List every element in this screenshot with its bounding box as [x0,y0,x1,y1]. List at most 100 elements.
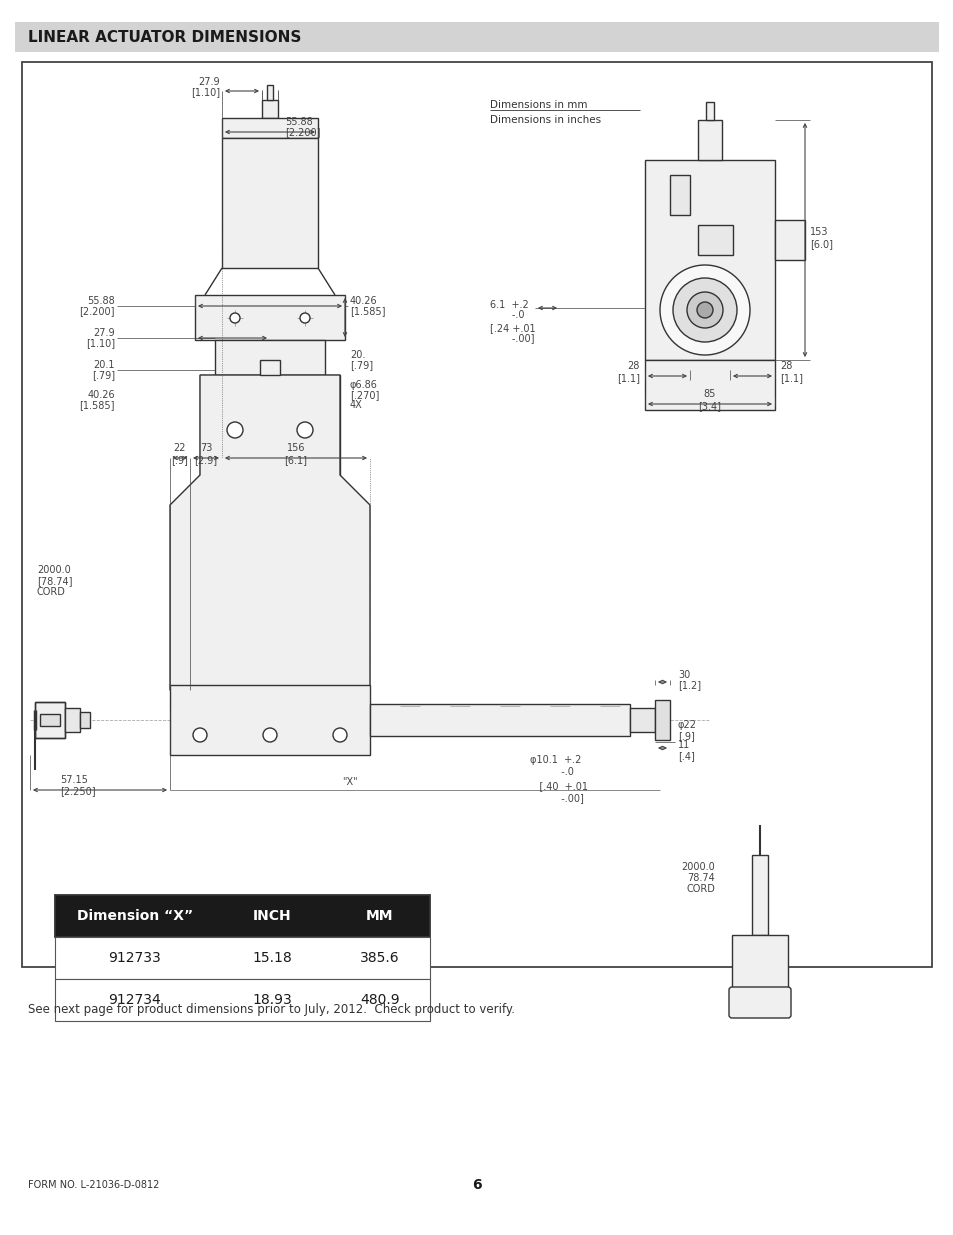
Text: 480.9: 480.9 [360,993,399,1007]
Bar [644,161,774,359]
Bar [731,935,787,990]
Text: [2.200]: [2.200] [285,127,320,137]
Text: [2.250]: [2.250] [60,785,95,797]
Text: 18.93: 18.93 [252,993,292,1007]
Text: Dimensions in inches: Dimensions in inches [490,115,600,125]
Circle shape [697,303,712,317]
Text: CORD: CORD [37,587,66,597]
Text: 6.1  +.2: 6.1 +.2 [490,300,528,310]
Bar [698,225,732,254]
Text: "X": "X" [342,777,357,787]
Bar [222,119,317,138]
Bar [705,103,713,120]
FancyBboxPatch shape [728,987,790,1018]
Bar [22,62,931,967]
Text: [1.10]: [1.10] [191,86,220,98]
Text: Dimensions in mm: Dimensions in mm [490,100,587,110]
Text: 27.9: 27.9 [93,329,115,338]
Text: MM: MM [366,909,394,923]
Text: [.270]: [.270] [350,390,379,400]
Bar [200,375,339,475]
Bar [80,713,90,727]
Bar [222,138,317,268]
Text: [1.2]: [1.2] [678,680,700,690]
Text: [.4]: [.4] [678,751,694,761]
Text: φ6.86: φ6.86 [350,380,377,390]
Text: 40.26: 40.26 [88,390,115,400]
Text: 27.9: 27.9 [198,77,220,86]
Text: 2000.0: 2000.0 [37,564,71,576]
Text: 15.18: 15.18 [252,951,292,965]
Text: 78.74: 78.74 [686,873,714,883]
Text: -.00]: -.00] [530,793,583,803]
Text: -.0: -.0 [530,767,574,777]
Text: 28: 28 [780,361,792,370]
Text: 20.1: 20.1 [93,359,115,370]
Text: 11: 11 [678,740,690,750]
Text: [3.4]: [3.4] [698,401,720,411]
Circle shape [230,312,240,324]
Bar [194,295,345,340]
Circle shape [299,312,310,324]
Text: [.40  +.01: [.40 +.01 [530,781,587,790]
Bar [774,220,804,261]
Bar [629,708,655,732]
Text: See next page for product dimensions prior to July, 2012.  Check product to veri: See next page for product dimensions pri… [28,1004,515,1016]
Bar [260,359,280,375]
Bar [751,855,767,935]
Bar [65,708,80,732]
Bar [370,704,629,736]
Text: INCH: INCH [253,909,291,923]
Bar [698,120,721,161]
Text: [2.200]: [2.200] [79,306,115,316]
Text: [.24 +.01: [.24 +.01 [490,324,535,333]
Text: φ10.1  +.2: φ10.1 +.2 [530,755,580,764]
Bar [669,175,689,215]
Text: [1.1]: [1.1] [780,373,802,383]
Bar [15,22,938,52]
Circle shape [333,727,347,742]
Text: 153: 153 [809,227,827,237]
Text: [1.10]: [1.10] [86,338,115,348]
Circle shape [263,727,276,742]
Text: [1.585]: [1.585] [350,306,385,316]
Text: 85: 85 [703,389,716,399]
Bar [262,100,277,119]
Text: -.00]: -.00] [490,333,534,343]
Text: φ22: φ22 [678,720,697,730]
Text: [78.74]: [78.74] [37,576,72,585]
Circle shape [296,422,313,438]
Text: [6.0]: [6.0] [809,240,832,249]
Text: [.79]: [.79] [350,359,373,370]
Text: 55.88: 55.88 [87,296,115,306]
Text: -.0: -.0 [490,310,524,320]
Bar [655,700,669,740]
Bar [55,937,430,979]
Text: FORM NO. L-21036-D-0812: FORM NO. L-21036-D-0812 [28,1179,159,1191]
Text: 385.6: 385.6 [360,951,399,965]
Text: CORD: CORD [685,884,714,894]
Bar [55,979,430,1021]
Text: LINEAR ACTUATOR DIMENSIONS: LINEAR ACTUATOR DIMENSIONS [28,30,301,44]
Text: [6.1]: [6.1] [284,454,307,466]
Circle shape [227,422,243,438]
Text: 912734: 912734 [109,993,161,1007]
Text: 40.26: 40.26 [350,296,377,306]
Text: 57.15: 57.15 [60,776,88,785]
Circle shape [672,278,737,342]
Text: [.9]: [.9] [172,454,189,466]
Text: [2.9]: [2.9] [194,454,217,466]
Text: [1.1]: [1.1] [617,373,639,383]
Bar [214,340,325,375]
Text: 20.: 20. [350,350,365,359]
Bar [55,895,430,937]
Text: 22: 22 [173,443,186,453]
Text: 55.88: 55.88 [285,117,313,127]
Text: 912733: 912733 [109,951,161,965]
Text: 156: 156 [287,443,305,453]
Circle shape [686,291,722,329]
Polygon shape [170,375,370,690]
Circle shape [659,266,749,354]
Bar [40,714,60,726]
Bar [170,685,370,755]
